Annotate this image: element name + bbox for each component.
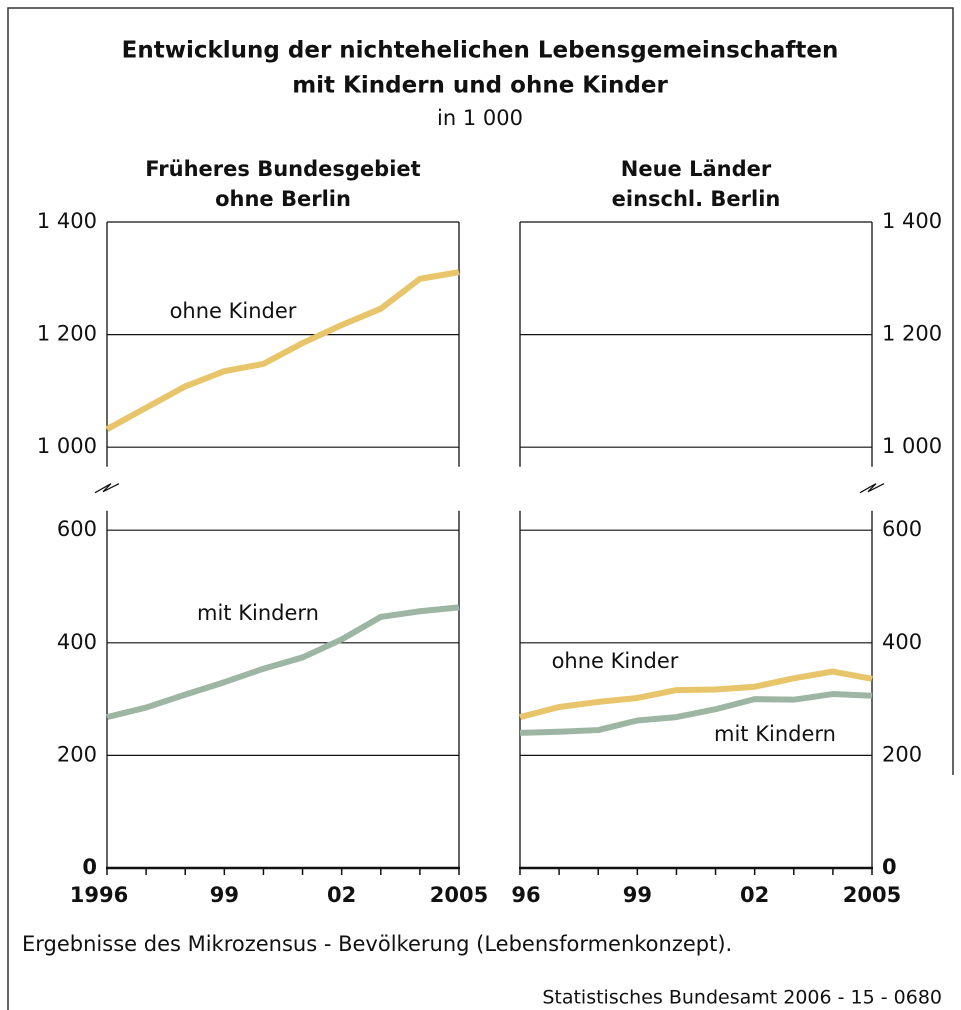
y-tick-label: 1 400: [37, 209, 97, 233]
panel-title: Früheres Bundesgebiet: [145, 157, 420, 181]
chart-title: Entwicklung der nichtehelichen Lebensgem…: [122, 38, 839, 64]
x-tick-label: 02: [327, 883, 356, 907]
panel-title: ohne Berlin: [215, 187, 351, 211]
series-line: [519, 691, 873, 736]
x-tick-label: 2005: [843, 883, 901, 907]
y-tick-label: 1 200: [37, 322, 97, 346]
y-tick-label: 600: [882, 517, 922, 541]
series-line: [519, 668, 873, 721]
y-tick-label: 200: [57, 742, 97, 766]
x-tick-label: 1996: [70, 883, 128, 907]
series-line: [105, 269, 460, 432]
y-tick-label: 1 200: [882, 322, 942, 346]
y-tick-label: 1 400: [882, 209, 942, 233]
note: Ergebnisse des Mikrozensus - Bevölkerung…: [22, 932, 732, 956]
y-tick-label: 1 000: [882, 434, 942, 458]
axis-break: [94, 483, 120, 494]
frame: [7, 7, 954, 1010]
y-tick-label: 400: [57, 630, 97, 654]
series-line: [106, 604, 460, 721]
x-tick-label: 99: [210, 883, 239, 907]
y-tick-label: 200: [882, 742, 922, 766]
series-label: mit Kindern: [714, 722, 836, 746]
y-tick-label: 400: [882, 630, 922, 654]
axis-break: [859, 483, 885, 494]
x-tick-label: 2005: [430, 883, 488, 907]
y-tick-label: 0: [882, 855, 897, 879]
x-tick-label: 02: [740, 883, 769, 907]
chart-title: mit Kindern und ohne Kinder: [292, 73, 668, 99]
series-label: ohne Kinder: [552, 649, 679, 673]
y-tick-label: 1 000: [37, 434, 97, 458]
series-label: ohne Kinder: [170, 299, 297, 323]
panel-title: Neue Länder: [621, 157, 772, 181]
x-tick-label: 99: [623, 883, 652, 907]
y-tick-label: 0: [82, 855, 97, 879]
chart-subtitle: in 1 000: [437, 106, 523, 130]
y-tick-label: 600: [57, 517, 97, 541]
source: Statistisches Bundesamt 2006 - 15 - 0680: [542, 987, 942, 1009]
x-tick-label: 96: [511, 883, 540, 907]
series-label: mit Kindern: [197, 601, 319, 625]
panel-title: einschl. Berlin: [612, 187, 781, 211]
